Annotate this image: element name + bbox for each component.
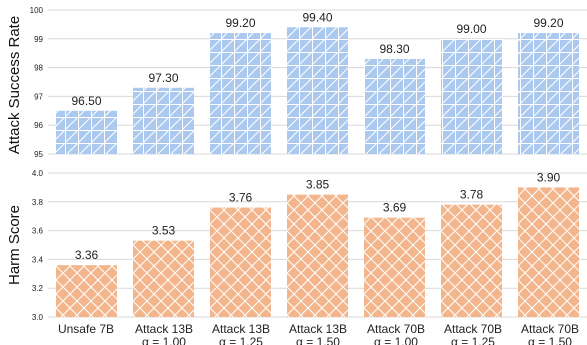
x-category-label: Attack 70B	[367, 322, 425, 336]
harm-score-bar	[364, 217, 425, 317]
data-label: 99.20	[533, 16, 563, 30]
data-label: 99.00	[456, 22, 486, 36]
x-category-label: Attack 13B	[212, 322, 270, 336]
y-tick-label: 95	[34, 150, 43, 159]
y-tick-label: 4.0	[32, 169, 44, 178]
x-axis-category-labels: Unsafe 7B Attack 13B α = 1.00 Attack 13B…	[58, 322, 579, 345]
success-rate-bar	[133, 87, 194, 154]
data-labels: 3.36 3.53 3.76 3.85 3.69 3.78 3.90	[75, 170, 561, 262]
y-axis-label: Attack Success Rate	[6, 16, 23, 154]
harm-score-bar	[441, 204, 502, 317]
harm-score-panel: 3.03.23.43.63.84.0 3.363.533.763.853.693…	[6, 169, 587, 322]
x-category-label: Attack 70B	[521, 322, 579, 336]
data-label: 98.30	[379, 42, 409, 56]
x-category-label: α = 1.00	[142, 335, 186, 345]
harm-score-bar	[133, 240, 194, 317]
y-tick-label: 3.0	[32, 313, 44, 322]
y-axis-label: Harm Score	[6, 205, 23, 285]
harm-score-bar	[210, 207, 271, 317]
data-label: 96.50	[71, 94, 101, 108]
y-tick-label: 96	[34, 121, 43, 130]
x-category-label: α = 1.25	[219, 335, 263, 345]
data-label: 99.20	[225, 16, 255, 30]
x-category-label: α = 1.25	[451, 335, 495, 345]
x-category-label: α = 1.50	[528, 335, 572, 345]
data-label: 3.78	[460, 188, 484, 202]
success-rate-bar	[441, 38, 502, 154]
y-tick-label: 99	[34, 35, 43, 44]
y-tick-label: 3.4	[32, 255, 44, 264]
x-category-label: α = 1.00	[374, 335, 418, 345]
success-rate-bar	[56, 110, 117, 154]
success-rate-bar	[210, 33, 271, 154]
bars	[56, 187, 579, 317]
data-label: 3.90	[537, 170, 561, 184]
bars	[56, 27, 579, 155]
x-category-label: Attack 13B	[289, 322, 347, 336]
x-category-label: Unsafe 7B	[58, 322, 114, 336]
x-category-label: α = 1.50	[296, 335, 340, 345]
data-label: 97.30	[148, 71, 178, 85]
y-tick-label: 97	[34, 92, 43, 101]
data-label: 3.53	[152, 224, 176, 238]
data-labels: 96.50 97.30 99.20 99.40 98.30 99.00 99.20	[71, 10, 563, 108]
x-category-label: Attack 70B	[444, 322, 502, 336]
data-label: 3.69	[383, 201, 407, 215]
y-tick-label: 3.2	[32, 284, 44, 293]
success-rate-bar	[364, 58, 425, 154]
success-rate-bar	[518, 33, 579, 154]
y-tick-label: 3.6	[32, 227, 44, 236]
y-tick-label: 98	[34, 64, 43, 73]
harm-score-bar	[287, 194, 348, 317]
y-tick-label: 100	[30, 6, 44, 15]
data-label: 3.36	[75, 248, 99, 262]
x-category-label: Attack 13B	[135, 322, 193, 336]
data-label: 99.40	[302, 10, 332, 24]
y-tick-labels: 95 96 97 98 99 100	[30, 6, 44, 159]
success-rate-bar	[287, 27, 348, 155]
harm-score-bar	[56, 265, 117, 317]
y-tick-labels: 3.0 3.2 3.4 3.6 3.8 4.0	[32, 169, 44, 322]
y-tick-label: 3.8	[32, 198, 44, 207]
data-label: 3.85	[306, 178, 330, 192]
data-label: 3.76	[229, 191, 253, 205]
harm-score-bar	[518, 187, 579, 317]
